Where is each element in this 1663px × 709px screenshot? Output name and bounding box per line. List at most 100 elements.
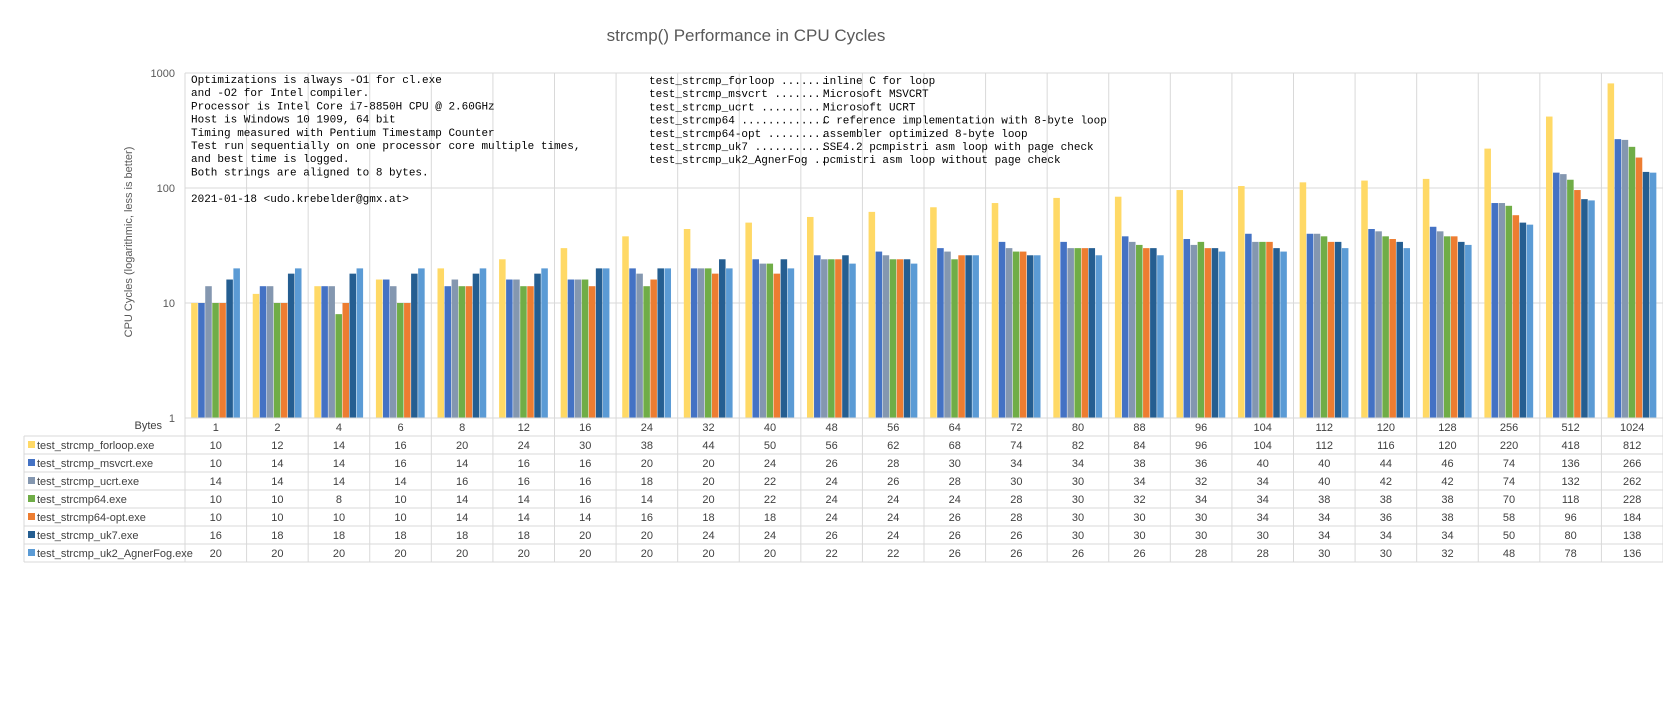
data-label: 10 xyxy=(210,512,222,524)
data-label: 34 xyxy=(1257,494,1269,506)
bar-test_strcmp64-opt.exe-40 xyxy=(773,273,781,418)
bar-test_strcmp_uk2_AgnerFog.exe-56 xyxy=(910,263,918,418)
bar-test_strcmp_uk2_AgnerFog.exe-24 xyxy=(664,268,672,418)
data-label: 18 xyxy=(702,512,714,524)
data-label: 14 xyxy=(271,476,283,488)
data-label: 262 xyxy=(1623,476,1641,488)
bar-test_strcmp64.exe-4 xyxy=(335,314,342,418)
bar-test_strcmp_forloop.exe-512 xyxy=(1545,116,1553,418)
data-label: 34 xyxy=(1380,530,1392,542)
bar-test_strcmp_uk2_AgnerFog.exe-128 xyxy=(1465,244,1472,418)
bar-test_strcmp_ucrt.exe-256 xyxy=(1498,203,1506,418)
bar-test_strcmp64.exe-1024 xyxy=(1628,146,1636,418)
data-label: 30 xyxy=(1133,512,1145,524)
bar-test_strcmp_forloop.exe-120 xyxy=(1361,180,1368,418)
bar-test_strcmp64-opt.exe-32 xyxy=(711,273,719,418)
data-label: 14 xyxy=(518,512,530,524)
bar-test_strcmp_uk7.exe-88 xyxy=(1150,248,1157,418)
legend-swatch xyxy=(28,459,35,466)
bar-test_strcmp64.exe-16 xyxy=(581,279,589,418)
series-name: test_strcmp64.exe xyxy=(37,494,127,506)
note-line: and best time is logged. xyxy=(191,154,349,166)
data-label: 16 xyxy=(456,476,468,488)
data-label: 22 xyxy=(887,548,899,560)
data-label: 42 xyxy=(1380,476,1392,488)
bar-test_strcmp64-opt.exe-16 xyxy=(588,286,596,418)
data-label: 24 xyxy=(826,494,838,506)
bar-test_strcmp_ucrt.exe-112 xyxy=(1313,233,1321,418)
data-label: 20 xyxy=(641,530,653,542)
data-label: 30 xyxy=(1072,476,1084,488)
legend-note-desc: SSE4.2 pcmpistri asm loop with page chec… xyxy=(823,142,1094,154)
legend-note-name: test_strcmp_uk7 ........... xyxy=(649,142,827,154)
x-tick-label: 40 xyxy=(764,422,776,434)
bar-test_strcmp64-opt.exe-4 xyxy=(342,303,350,418)
bar-test_strcmp_forloop.exe-8 xyxy=(437,268,445,418)
note-line: Timing measured with Pentium Timestamp C… xyxy=(191,128,495,140)
bar-test_strcmp64.exe-32 xyxy=(704,268,712,418)
bar-test_strcmp_ucrt.exe-120 xyxy=(1375,231,1382,418)
bar-test_strcmp_uk2_AgnerFog.exe-104 xyxy=(1280,251,1287,418)
bar-test_strcmp_msvcrt.exe-64 xyxy=(937,248,944,418)
bar-test_strcmp64.exe-88 xyxy=(1136,244,1143,418)
bar-test_strcmp_uk2_AgnerFog.exe-512 xyxy=(1588,200,1595,418)
data-label: 16 xyxy=(579,458,591,470)
data-label: 24 xyxy=(887,512,899,524)
data-label: 10 xyxy=(271,512,283,524)
bar-test_strcmp_msvcrt.exe-48 xyxy=(814,255,821,418)
data-label: 24 xyxy=(764,458,776,470)
x-tick-label: 2 xyxy=(274,422,280,434)
bar-test_strcmp64-opt.exe-88 xyxy=(1143,248,1150,418)
bar-test_strcmp_forloop.exe-112 xyxy=(1299,182,1307,418)
x-tick-label: 24 xyxy=(641,422,653,434)
data-label: 14 xyxy=(518,494,530,506)
bar-test_strcmp64.exe-104 xyxy=(1259,241,1266,418)
x-tick-label: 6 xyxy=(397,422,403,434)
data-label: 38 xyxy=(1380,494,1392,506)
bar-test_strcmp_forloop.exe-64 xyxy=(930,207,937,418)
data-label: 34 xyxy=(1133,476,1145,488)
x-tick-label: 48 xyxy=(826,422,838,434)
data-label: 50 xyxy=(1503,530,1515,542)
data-label: 40 xyxy=(1318,476,1330,488)
data-label: 56 xyxy=(826,440,838,452)
data-label: 32 xyxy=(1195,476,1207,488)
data-label: 136 xyxy=(1623,548,1641,560)
bar-test_strcmp_uk7.exe-80 xyxy=(1088,248,1096,418)
legend-note-name: test_strcmp64-opt ......... xyxy=(649,129,827,141)
bar-test_strcmp64-opt.exe-6 xyxy=(404,303,411,418)
bar-test_strcmp_msvcrt.exe-96 xyxy=(1183,239,1191,418)
data-label: 84 xyxy=(1133,440,1145,452)
data-label: 20 xyxy=(456,548,468,560)
data-label: 22 xyxy=(826,548,838,560)
bar-test_strcmp_uk7.exe-104 xyxy=(1273,248,1280,418)
bar-test_strcmp_ucrt.exe-40 xyxy=(759,263,767,418)
data-label: 16 xyxy=(518,458,530,470)
bar-test_strcmp64-opt.exe-64 xyxy=(958,255,965,418)
legend-swatch xyxy=(28,441,35,448)
data-label: 20 xyxy=(394,548,406,560)
data-label: 28 xyxy=(1010,494,1022,506)
bar-test_strcmp_uk7.exe-48 xyxy=(842,255,849,418)
bar-test_strcmp_uk7.exe-120 xyxy=(1396,241,1403,418)
y-tick-label: 1000 xyxy=(151,68,175,80)
data-label: 30 xyxy=(1257,530,1269,542)
x-tick-label: 12 xyxy=(518,422,530,434)
data-label: 42 xyxy=(1441,476,1453,488)
data-label: 20 xyxy=(641,548,653,560)
data-table: 1 2 4 6 8 12 16 24 32 40 48 56 64 72 80 88 96 104 112 120 12… xyxy=(23,417,1663,563)
data-label: 46 xyxy=(1441,458,1453,470)
bar-test_strcmp64.exe-112 xyxy=(1320,236,1328,418)
data-label: 16 xyxy=(518,476,530,488)
bar-test_strcmp_forloop.exe-128 xyxy=(1422,178,1430,418)
data-label: 30 xyxy=(1072,512,1084,524)
y-tick-label: 10 xyxy=(163,298,175,310)
legend-note-desc: assembler optimized 8-byte loop xyxy=(823,129,1028,141)
data-label: 38 xyxy=(641,440,653,452)
data-label: 10 xyxy=(210,458,222,470)
bar-test_strcmp64-opt.exe-56 xyxy=(896,259,904,418)
legend-note-name: test_strcmp_forloop ....... xyxy=(649,76,827,88)
data-label: 28 xyxy=(1010,512,1022,524)
data-label: 14 xyxy=(333,476,345,488)
x-tick-label: 56 xyxy=(887,422,899,434)
